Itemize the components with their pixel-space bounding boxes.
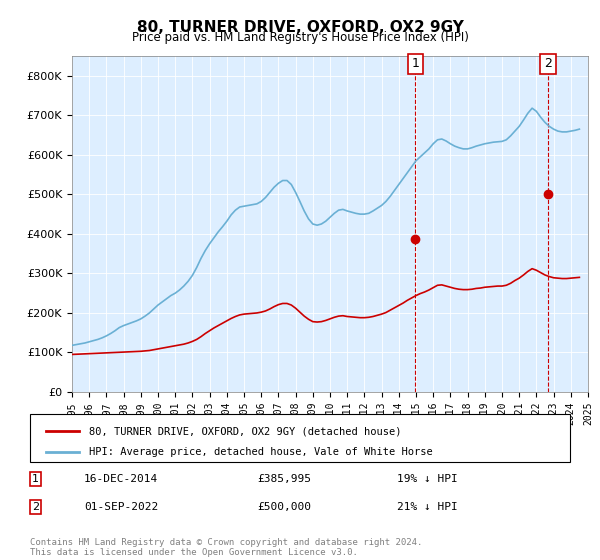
Text: 2: 2 [32, 502, 39, 512]
Text: HPI: Average price, detached house, Vale of White Horse: HPI: Average price, detached house, Vale… [89, 447, 433, 458]
Text: 01-SEP-2022: 01-SEP-2022 [84, 502, 158, 512]
Text: 16-DEC-2014: 16-DEC-2014 [84, 474, 158, 484]
Text: 19% ↓ HPI: 19% ↓ HPI [397, 474, 458, 484]
Text: 80, TURNER DRIVE, OXFORD, OX2 9GY (detached house): 80, TURNER DRIVE, OXFORD, OX2 9GY (detac… [89, 426, 402, 436]
Text: 21% ↓ HPI: 21% ↓ HPI [397, 502, 458, 512]
Text: £385,995: £385,995 [257, 474, 311, 484]
Text: 1: 1 [32, 474, 39, 484]
Text: 2: 2 [544, 58, 552, 71]
Text: Price paid vs. HM Land Registry's House Price Index (HPI): Price paid vs. HM Land Registry's House … [131, 31, 469, 44]
Text: 1: 1 [412, 58, 419, 71]
Text: 80, TURNER DRIVE, OXFORD, OX2 9GY: 80, TURNER DRIVE, OXFORD, OX2 9GY [137, 20, 463, 35]
FancyBboxPatch shape [30, 414, 570, 462]
Text: £500,000: £500,000 [257, 502, 311, 512]
Text: Contains HM Land Registry data © Crown copyright and database right 2024.
This d: Contains HM Land Registry data © Crown c… [30, 538, 422, 557]
